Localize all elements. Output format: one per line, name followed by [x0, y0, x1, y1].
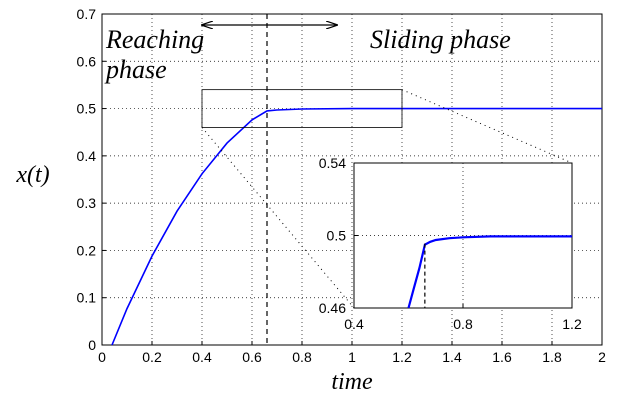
main-y-tick-label: 0.4: [77, 148, 97, 164]
main-x-tick-label: 0.8: [292, 349, 312, 365]
main-y-tick-label: 0.5: [77, 101, 97, 117]
inset-y-tick-label: 0.54: [319, 155, 346, 171]
main-y-tick-label: 0.3: [77, 195, 97, 211]
zoom-box: [201, 89, 403, 128]
main-x-tick-label: 0: [98, 349, 106, 365]
inset-x-tick-label: 1.2: [562, 316, 582, 332]
inset-series: [407, 235, 572, 309]
inset-series-line: [407, 235, 572, 309]
main-x-tick-label: 0.6: [242, 349, 262, 365]
main-x-tick-label: 1.8: [542, 349, 562, 365]
reaching-phase-label-line2: phase: [104, 55, 167, 84]
x-axis-label: time: [331, 369, 373, 395]
main-y-tick-label: 0.2: [77, 242, 97, 258]
inset-ticks: 0.4 0.8 1.2 0.46 0.5 0.54: [319, 155, 582, 332]
main-x-tick-label: 2: [598, 349, 606, 365]
main-ticks: 0 0.2 0.4 0.6 0.8 1 1.2 1.4 1.6 1.8 2 0 0.1 0.2 0.3 0.4…: [77, 6, 607, 365]
main-y-tick-label: 0.6: [77, 53, 97, 69]
inset-x-tick-label: 0.8: [453, 316, 473, 332]
main-x-tick-label: 1: [348, 349, 356, 365]
y-axis-label: x(t): [15, 162, 49, 188]
inset-plot: 0.4 0.8 1.2 0.46 0.5 0.54: [319, 155, 582, 332]
inset-grid: [354, 163, 572, 308]
main-series: [111, 107, 602, 346]
zoom-connector-right: [401, 89, 573, 164]
main-y-tick-label: 0.1: [77, 290, 97, 306]
main-x-tick-label: 0.2: [142, 349, 162, 365]
sliding-phase-label: Sliding phase: [370, 25, 511, 54]
main-x-tick-label: 0.4: [192, 349, 212, 365]
inset-x-tick-label: 0.4: [344, 316, 364, 332]
main-x-tick-label: 1.4: [442, 349, 462, 365]
inset-y-tick-label: 0.5: [327, 228, 347, 244]
main-y-tick-label: 0: [88, 337, 96, 353]
main-series-line: [111, 107, 602, 346]
main-x-tick-label: 1.2: [392, 349, 412, 365]
main-x-tick-label: 1.6: [492, 349, 512, 365]
inset-y-tick-label: 0.46: [319, 300, 346, 316]
main-y-tick-label: 0.7: [77, 6, 97, 22]
reaching-phase-label-line1: Reaching: [105, 25, 204, 54]
